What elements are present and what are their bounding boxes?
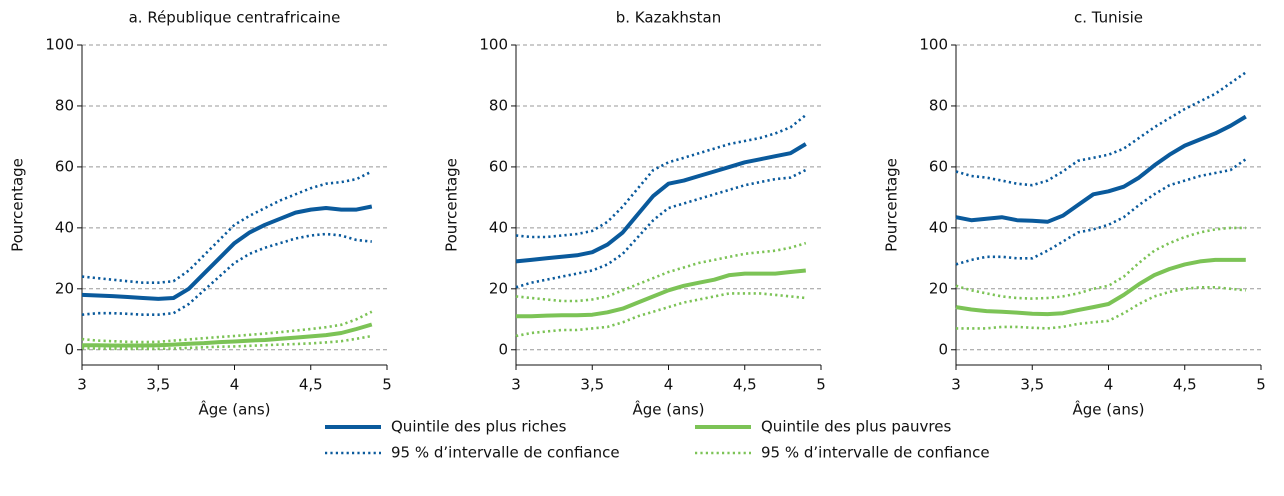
y-axis-label: Pourcentage bbox=[9, 158, 27, 252]
y-axis-label: Pourcentage bbox=[443, 158, 461, 252]
x-tick-label: 5 bbox=[382, 376, 392, 394]
series-line bbox=[82, 322, 373, 348]
series-line bbox=[516, 268, 806, 319]
y-tick-label: 60 bbox=[55, 157, 74, 175]
series-line bbox=[955, 158, 1247, 266]
x-tick-label: 5 bbox=[1256, 376, 1266, 394]
y-tick-label: 0 bbox=[498, 340, 508, 358]
x-tick-label: 3,5 bbox=[146, 376, 170, 394]
chart-title: c. Tunisie bbox=[1074, 9, 1143, 27]
x-tick-label: 4,5 bbox=[733, 376, 757, 394]
series-line bbox=[515, 168, 807, 289]
series-line bbox=[515, 142, 807, 264]
y-tick-label: 0 bbox=[938, 340, 948, 358]
x-tick-label: 3 bbox=[511, 376, 521, 394]
y-tick-label: 40 bbox=[929, 218, 948, 236]
series-line bbox=[955, 114, 1247, 224]
x-axis-label: Âge (ans) bbox=[633, 400, 705, 419]
legend-label: Quintile des plus riches bbox=[391, 418, 567, 436]
series-line bbox=[515, 241, 807, 303]
y-tick-label: 100 bbox=[45, 36, 74, 54]
x-tick-label: 4 bbox=[664, 376, 674, 394]
legend-label: 95 % d’intervalle de confiance bbox=[761, 444, 990, 462]
series-line bbox=[81, 232, 372, 316]
x-axis-label: Âge (ans) bbox=[199, 400, 271, 419]
series-line bbox=[956, 286, 1246, 330]
y-tick-label: 0 bbox=[64, 340, 74, 358]
x-axis-label: Âge (ans) bbox=[1073, 400, 1145, 419]
chart-title: b. Kazakhstan bbox=[616, 9, 721, 27]
x-tick-label: 3,5 bbox=[580, 376, 604, 394]
y-tick-label: 20 bbox=[55, 279, 74, 297]
y-tick-label: 20 bbox=[929, 279, 948, 297]
series-line bbox=[955, 257, 1246, 317]
y-tick-label: 60 bbox=[489, 157, 508, 175]
series-line bbox=[515, 114, 807, 239]
y-tick-label: 80 bbox=[55, 96, 74, 114]
x-tick-label: 4 bbox=[1104, 376, 1114, 394]
x-tick-label: 4,5 bbox=[299, 376, 323, 394]
y-tick-label: 40 bbox=[55, 218, 74, 236]
legend-label: 95 % d’intervalle de confiance bbox=[391, 444, 620, 462]
series-line bbox=[515, 292, 806, 338]
legend-label: Quintile des plus pauvres bbox=[761, 418, 951, 436]
series-line bbox=[81, 204, 373, 301]
y-tick-label: 60 bbox=[929, 157, 948, 175]
y-tick-label: 20 bbox=[489, 279, 508, 297]
y-tick-label: 40 bbox=[489, 218, 508, 236]
series-line bbox=[81, 310, 373, 344]
series-line bbox=[955, 71, 1247, 187]
x-tick-label: 3,5 bbox=[1020, 376, 1044, 394]
y-tick-label: 100 bbox=[479, 36, 508, 54]
x-tick-label: 3 bbox=[951, 376, 961, 394]
x-tick-label: 4,5 bbox=[1173, 376, 1197, 394]
x-tick-label: 3 bbox=[77, 376, 87, 394]
y-tick-label: 100 bbox=[919, 36, 948, 54]
chart-title: a. République centrafricaine bbox=[129, 9, 341, 27]
x-tick-label: 5 bbox=[816, 376, 826, 394]
y-tick-label: 80 bbox=[929, 96, 948, 114]
x-tick-label: 4 bbox=[230, 376, 240, 394]
y-tick-label: 80 bbox=[489, 96, 508, 114]
y-axis-label: Pourcentage bbox=[883, 158, 901, 252]
series-line bbox=[81, 170, 373, 284]
series-line bbox=[955, 226, 1246, 300]
